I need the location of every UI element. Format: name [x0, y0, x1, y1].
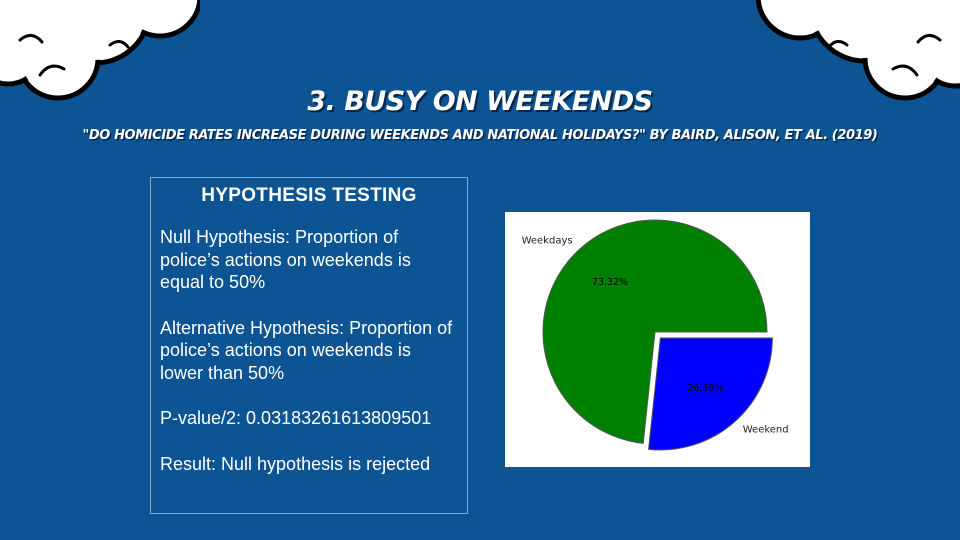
- cloud-decoration-left: [0, 0, 200, 101]
- pie-category-label-weekdays: Weekdays: [522, 235, 573, 246]
- result-text: Result: Null hypothesis is rejected: [160, 453, 431, 474]
- pie-slice-weekdays: [542, 219, 768, 444]
- pie-pct-label-weekend: 26.68%: [687, 383, 723, 394]
- p-value-text: P-value/2: 0.03183261613809501: [160, 408, 432, 428]
- pie-chart: 73.32% Weekdays 26.68% Weekend: [522, 219, 789, 451]
- pie-pct-label-weekdays: 73.32%: [592, 277, 628, 288]
- cloud-decoration-right: [755, 0, 960, 101]
- pie-chart-container: 73.32% Weekdays 26.68% Weekend: [505, 212, 810, 467]
- slide-subtitle: "DO HOMICIDE RATES INCREASE DURING WEEKE…: [82, 128, 878, 143]
- pie-slice-weekend: [648, 337, 773, 451]
- pie-category-label-weekend: Weekend: [743, 425, 789, 436]
- alternative-hypothesis-text: Alternative Hypothesis: Proportion of po…: [160, 317, 453, 383]
- slide-title: 3. BUSY ON WEEKENDS: [307, 86, 653, 117]
- null-hypothesis-text: Null Hypothesis: Proportion of police’s …: [160, 227, 411, 292]
- panel-heading: HYPOTHESIS TESTING: [201, 185, 417, 206]
- hypothesis-panel: HYPOTHESIS TESTING Null Hypothesis: Prop…: [150, 177, 468, 514]
